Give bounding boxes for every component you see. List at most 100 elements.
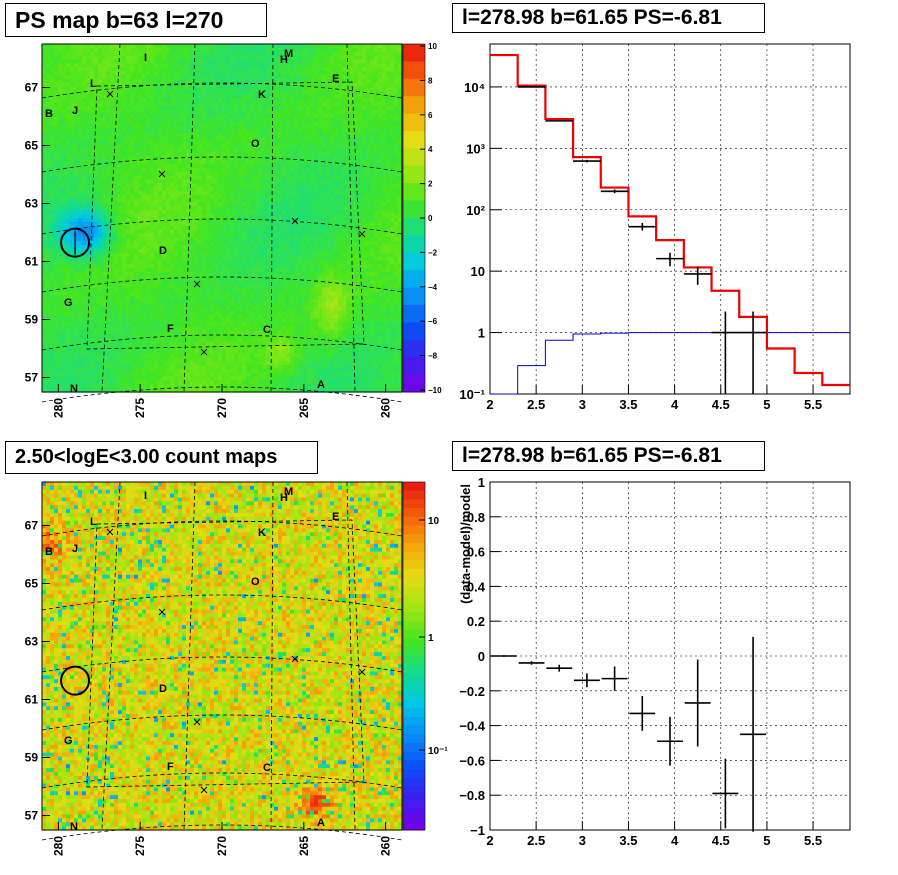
ps-x-tick-label: 265 <box>297 398 311 418</box>
count-y-tick-label: 67 <box>25 519 39 533</box>
ps-colorbar-label: 10 <box>428 42 437 51</box>
spectrum-x-tick-label: 4 <box>671 397 679 412</box>
spectrum-title: l=278.98 b=61.65 PS=-6.81 <box>452 3 765 33</box>
ps-colorbar-label: 2 <box>428 180 433 189</box>
ps-roi-outline <box>86 81 365 350</box>
count-source-label: H <box>280 492 288 504</box>
ps-source-label: C <box>263 324 271 336</box>
residual-y-tick-label: 0 <box>478 649 485 664</box>
ps-source-marker <box>106 90 114 98</box>
ps-source-label: I <box>144 52 147 64</box>
count-source-label: C <box>263 762 271 774</box>
ps-longitude-line <box>101 43 121 393</box>
spectrum-x-tick-label: 3.5 <box>619 397 637 412</box>
count-y-tick-label: 57 <box>25 809 39 823</box>
count-source-label: G <box>64 735 73 747</box>
count-source-marker <box>358 668 366 676</box>
count-longitude-line <box>270 481 274 831</box>
residual-y-tick-label: −0.4 <box>459 719 485 734</box>
count-colorbar-label: 1 <box>428 633 434 644</box>
ps-colorbar-label: −8 <box>428 352 438 361</box>
count-x-tick-label: 260 <box>379 836 393 856</box>
ps-source-marker <box>358 230 366 238</box>
ps-source-marker <box>291 217 299 225</box>
ps-source-label: D <box>159 245 167 257</box>
count-longitude-line <box>346 481 356 831</box>
ps-source-label: N <box>70 383 78 395</box>
residual-y-tick-label: 0.2 <box>467 614 485 629</box>
ps-source-circle <box>60 227 91 258</box>
spectrum-x-tick-label: 5.5 <box>804 397 822 412</box>
spectrum-x-tick-label: 5 <box>763 397 770 412</box>
residual-x-tick-label: 5 <box>763 833 770 848</box>
ps-y-tick-label: 63 <box>25 197 39 211</box>
count-map-title: 2.50<logE<3.00 count maps <box>5 441 318 474</box>
residual-x-tick-label: 5.5 <box>804 833 822 848</box>
ps-y-tick-label: 65 <box>25 139 39 153</box>
count-source-label: D <box>159 683 167 695</box>
residual-x-tick-label: 4.5 <box>712 833 730 848</box>
count-x-tick-label: 275 <box>133 836 147 856</box>
residual-x-tick-label: 3.5 <box>619 833 637 848</box>
ps-source-label: M <box>284 48 293 60</box>
spectrum-y-tick-label: 1 <box>478 326 485 341</box>
ps-y-tick-label: 57 <box>25 371 39 385</box>
count-longitude-line <box>101 481 121 831</box>
ps-colorbar-label: −2 <box>428 248 438 257</box>
count-y-tick-label: 61 <box>25 693 39 707</box>
count-roi-outline <box>86 519 365 788</box>
residual-x-tick-label: 2 <box>486 833 493 848</box>
ps-source-label: J <box>72 105 78 117</box>
residual-y-tick-label: −0.2 <box>459 684 485 699</box>
count-source-circle <box>60 665 91 696</box>
count-y-tick-label: 63 <box>25 635 39 649</box>
spectrum-y-tick-label: 10⁴ <box>464 80 485 95</box>
ps-x-tick-label: 270 <box>215 398 229 418</box>
count-y-tick-label: 59 <box>25 751 39 765</box>
spectrum-model-line <box>490 53 850 387</box>
count-source-label: K <box>258 527 266 539</box>
spectrum-frame <box>489 43 851 395</box>
count-colorbar-label: 10⁻¹ <box>428 746 448 757</box>
count-source-label: J <box>72 543 78 555</box>
ps-colorbar-label: 8 <box>428 76 433 85</box>
spectrum-x-tick-label: 2.5 <box>527 397 545 412</box>
ps-colorbar-label: −6 <box>428 317 438 326</box>
count-source-marker <box>106 528 114 536</box>
ps-x-tick-label: 260 <box>379 398 393 418</box>
ps-source-label: E <box>332 73 339 85</box>
ps-colorbar-label: 4 <box>428 145 433 154</box>
ps-source-label: L <box>90 78 97 90</box>
count-colorbar-label: 10 <box>428 516 440 527</box>
count-source-marker <box>193 718 201 726</box>
residual-y-tick-label: 1 <box>478 475 485 490</box>
residual-x-tick-label: 4 <box>671 833 679 848</box>
count-source-marker <box>158 608 166 616</box>
count-x-tick-label: 280 <box>51 836 65 856</box>
count-source-marker <box>291 655 299 663</box>
residual-y-tick-label: −0.6 <box>459 753 485 768</box>
ps-source-label: O <box>251 138 260 150</box>
residual-y-tick-label: 0.4 <box>467 579 486 594</box>
count-source-label: I <box>144 490 147 502</box>
ps-source-label: H <box>280 54 288 66</box>
spectrum-plot: 2 2.5 3 3.5 4 4.5 5 5.5 10⁻¹ 1 10 10² 10³ 10⁴ <box>459 43 851 412</box>
ps-source-label: B <box>45 108 53 120</box>
ps-map-title: PS map b=63 l=270 <box>5 3 267 37</box>
count-source-label: B <box>45 546 53 558</box>
residual-y-tick-label: 0.6 <box>467 545 485 560</box>
residual-title: l=278.98 b=61.65 PS=-6.81 <box>452 441 765 471</box>
ps-source-marker <box>158 170 166 178</box>
spectrum-y-tick-label: 10² <box>466 203 485 218</box>
ps-x-tick-label: 275 <box>133 398 147 418</box>
spectrum-x-tick-label: 2 <box>486 397 493 412</box>
ps-source-marker <box>200 348 208 356</box>
count-source-label: N <box>70 821 78 833</box>
ps-source-label: K <box>258 89 266 101</box>
ps-colorbar-label: −10 <box>428 386 442 395</box>
residual-y-tick-label: 0.8 <box>467 510 485 525</box>
ps-longitude-line <box>346 43 356 393</box>
ps-source-label: A <box>317 379 325 391</box>
spectrum-x-tick-label: 3 <box>579 397 586 412</box>
